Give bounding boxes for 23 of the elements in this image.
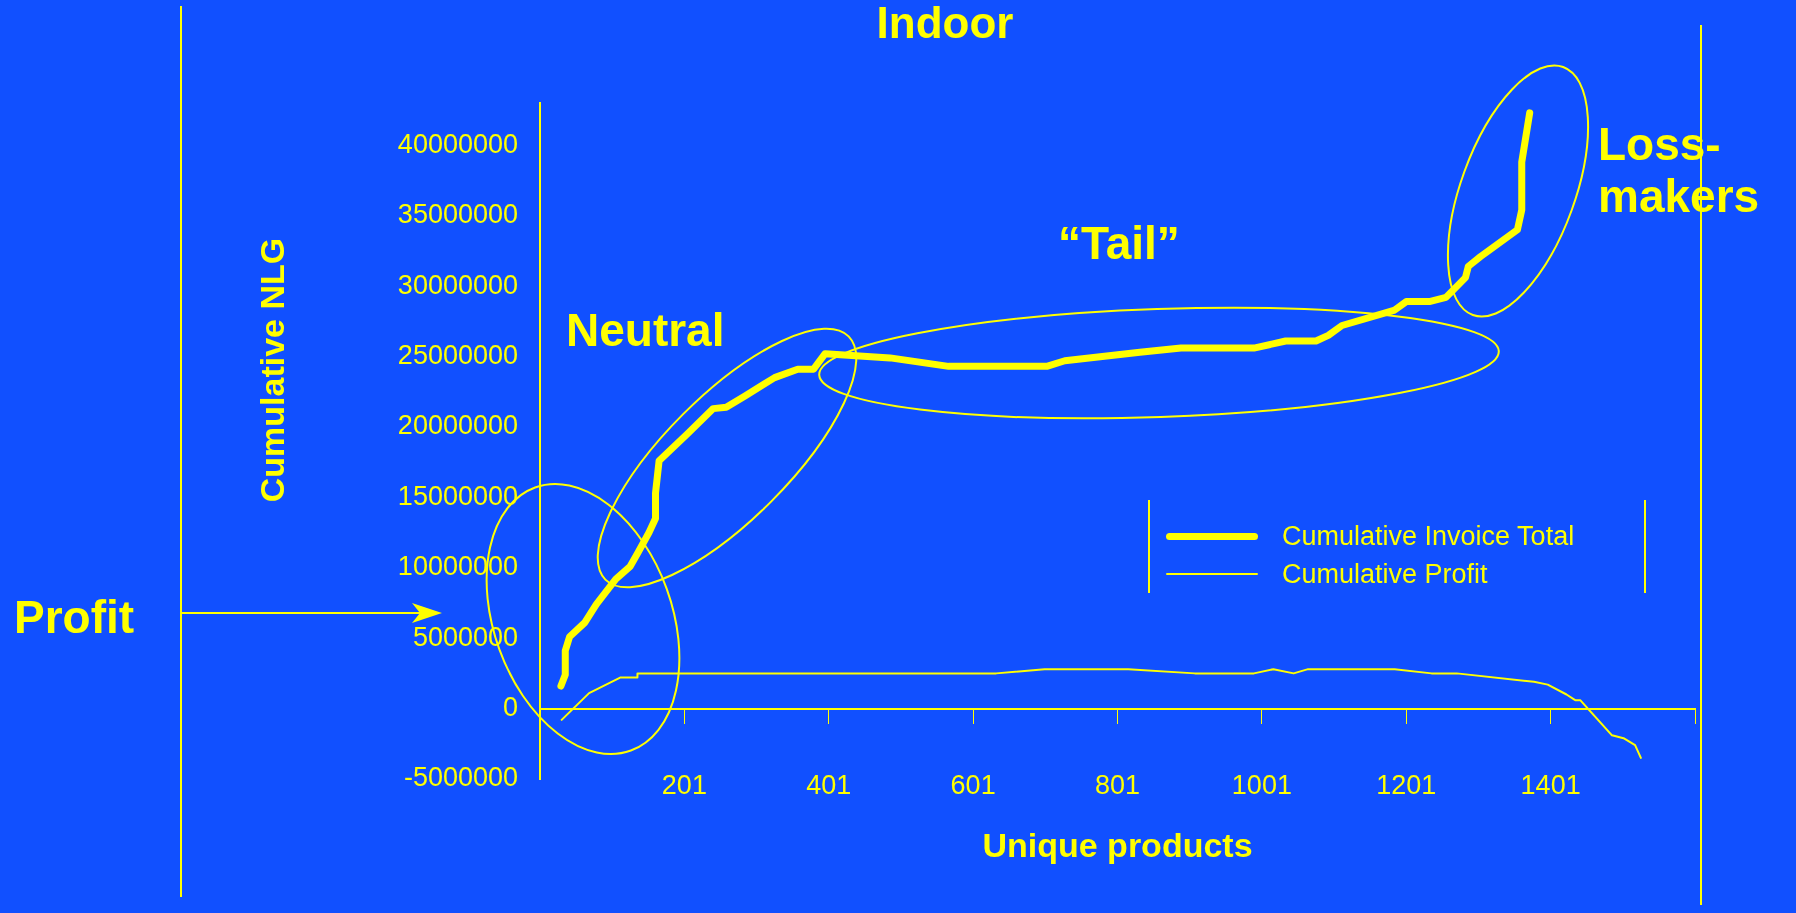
y-tick-label: 15000000	[397, 480, 518, 511]
y-tick-label: -5000000	[403, 762, 518, 793]
y-tick-label: 25000000	[397, 339, 518, 370]
x-tick-label: 801	[1094, 770, 1141, 801]
x-tick-label: 201	[661, 770, 707, 801]
y-tick-label: 35000000	[397, 199, 518, 230]
annotation: “Tail”	[1058, 216, 1180, 270]
legend-label: Cumulative Invoice Total	[1282, 520, 1575, 552]
chart-title: Indoor	[876, 0, 1014, 48]
legend-label: Cumulative Profit	[1282, 558, 1488, 590]
x-axis-title: Unique products	[982, 826, 1253, 865]
y-tick-label: 40000000	[397, 128, 518, 159]
x-tick-label: 1201	[1376, 770, 1437, 801]
x-tick-label: 401	[806, 770, 852, 801]
text: Profit	[14, 590, 135, 644]
y-axis-title: Cumulative NLG	[252, 237, 292, 503]
annotation: Neutral	[566, 303, 725, 357]
y-tick-label: 20000000	[397, 410, 518, 441]
x-tick-label: 1401	[1520, 770, 1581, 801]
x-tick-label: 601	[950, 770, 996, 801]
x-tick-label: 1001	[1231, 770, 1292, 801]
y-tick-label: 0	[502, 692, 518, 723]
y-tick-label: 30000000	[397, 269, 518, 300]
